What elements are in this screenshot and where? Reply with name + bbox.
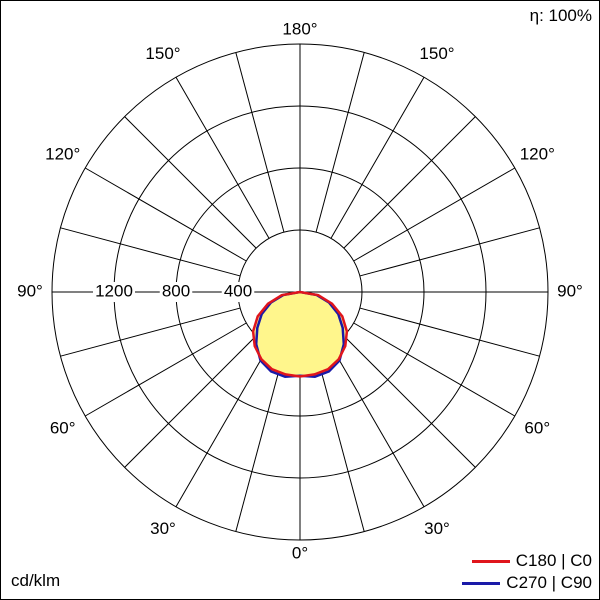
angle-label-150-left: 150° [145, 44, 180, 63]
grid-radial-line [315, 52, 365, 233]
angle-label-90-left-bg [13, 282, 47, 302]
distribution-fill [253, 292, 347, 377]
legend-label-c180-c0: C180 | C0 [515, 551, 592, 570]
legend: C180 | C0 C270 | C90 [462, 550, 592, 594]
grid-radial-line [353, 167, 516, 262]
unit-label: cd/klm [11, 571, 61, 590]
grid-radial-line [330, 76, 425, 239]
polar-labels: 400 800 1200 180° 150° 150° 120° 120° 60° 60° 30° 3… [13, 19, 587, 562]
grid-radial-line [343, 116, 476, 249]
angle-label-90-right-bg [553, 282, 587, 302]
grid-radial-line [84, 167, 247, 262]
polar-grid [51, 43, 549, 541]
angle-label-180-bg [279, 20, 321, 40]
grid-radial-line [124, 116, 257, 249]
angle-label-90-left: 90° [17, 281, 43, 300]
legend-swatch-c180-c0 [471, 559, 510, 563]
efficiency-label: η: 100% [529, 6, 592, 25]
angle-label-0: 0° [292, 543, 308, 562]
radial-tick-400-bg [221, 282, 255, 302]
angle-label-60-right: 60° [524, 418, 550, 437]
angle-label-30-right: 30° [424, 519, 450, 538]
legend-swatch-c270-c90 [462, 581, 501, 585]
angle-label-120-left: 120° [45, 144, 80, 163]
angle-label-180: 180° [282, 19, 317, 38]
angle-label-30-left: 30° [150, 519, 176, 538]
grid-radial-line [175, 76, 270, 239]
grid-radial-line [60, 227, 241, 277]
grid-radial-line [359, 307, 540, 357]
grid-radial-line [315, 351, 365, 532]
radial-tick-800-bg [159, 282, 193, 302]
curve-c180-c0 [251, 290, 349, 378]
grid-radial-line [343, 335, 476, 468]
radial-tick-800: 800 [162, 281, 190, 300]
radial-tick-1200: 1200 [95, 281, 133, 300]
radial-tick-400: 400 [224, 281, 252, 300]
angle-label-150-right: 150° [419, 44, 454, 63]
grid-radial-line [359, 227, 540, 277]
legend-item-c180-c0: C180 | C0 [462, 550, 592, 572]
grid-radial-line [124, 335, 257, 468]
angle-label-120-right: 120° [520, 144, 555, 163]
angle-label-60-left: 60° [50, 418, 76, 437]
legend-item-c270-c90: C270 | C90 [462, 572, 592, 594]
grid-radial-line [330, 345, 425, 508]
grid-radial-line [84, 322, 247, 417]
grid-radial-line [235, 52, 285, 233]
light-distribution-curves [251, 290, 349, 378]
grid-radial-line [235, 351, 285, 532]
grid-radial-line [60, 307, 241, 357]
grid-radial-line [175, 345, 270, 508]
radial-tick-1200-bg [93, 282, 135, 302]
grid-radial-line [353, 322, 516, 417]
angle-label-90-right: 90° [557, 281, 583, 300]
legend-label-c270-c90: C270 | C90 [506, 573, 592, 592]
